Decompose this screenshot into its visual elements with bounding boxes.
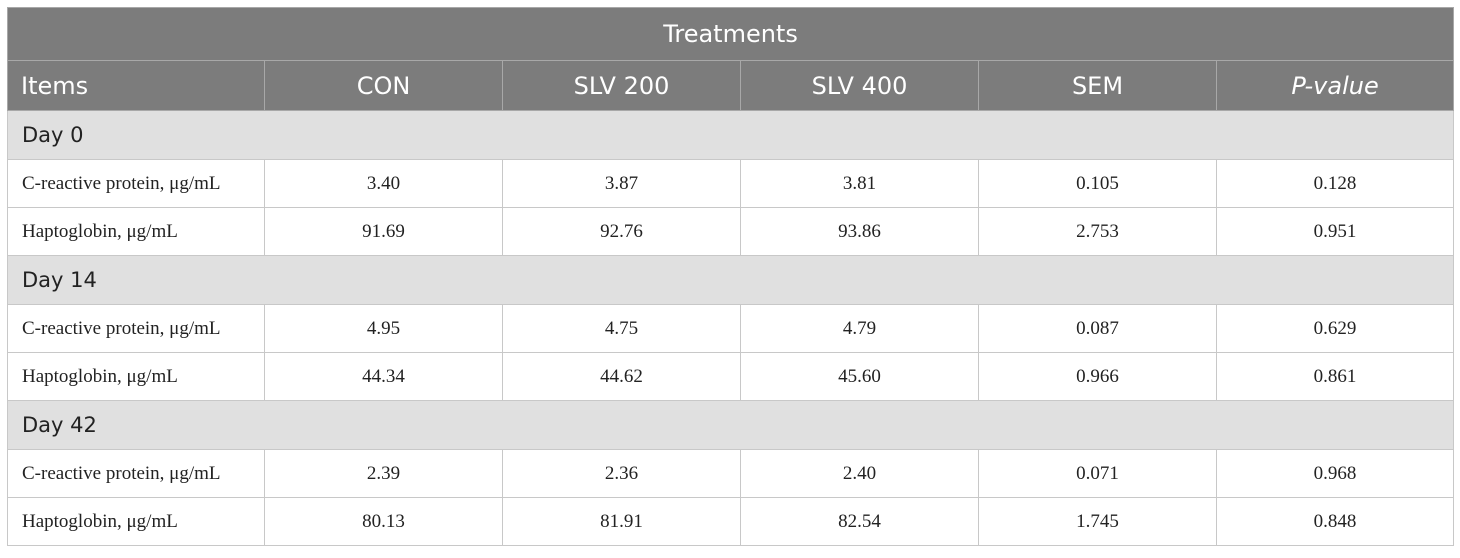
table-row: Haptoglobin, μg/mL 80.13 81.91 82.54 1.7… [7, 497, 1455, 546]
row-item-label: C-reactive protein, μg/mL [7, 159, 265, 208]
cell-slv200: 81.91 [502, 497, 741, 546]
table-row: C-reactive protein, μg/mL 3.40 3.87 3.81… [7, 159, 1455, 208]
cell-slv400: 2.40 [740, 449, 979, 498]
column-header-slv400: SLV 400 [740, 60, 979, 111]
cell-slv200: 3.87 [502, 159, 741, 208]
cell-sem: 0.966 [978, 352, 1217, 401]
cell-slv400: 82.54 [740, 497, 979, 546]
cell-p-value: 0.951 [1215, 207, 1455, 256]
table-row: Haptoglobin, μg/mL 91.69 92.76 93.86 2.7… [7, 207, 1455, 256]
cell-slv200: 44.62 [502, 352, 741, 401]
section-row-day-0: Day 0 [6, 110, 1455, 160]
section-label: Day 14 [6, 255, 1455, 305]
table-row: Haptoglobin, μg/mL 44.34 44.62 45.60 0.9… [7, 352, 1455, 401]
cell-p-value: 0.848 [1215, 497, 1455, 546]
cell-con: 2.39 [264, 449, 503, 498]
section-label: Day 42 [6, 400, 1455, 450]
column-header-row: Items CON SLV 200 SLV 400 SEM P-value [7, 60, 1455, 111]
cell-p-value: 0.968 [1215, 449, 1455, 498]
column-header-p-value: P-value [1215, 60, 1455, 111]
cell-slv400: 45.60 [740, 352, 979, 401]
cell-con: 44.34 [264, 352, 503, 401]
row-item-label: Haptoglobin, μg/mL [7, 497, 265, 546]
section-row-day-14: Day 14 [6, 255, 1455, 305]
cell-p-value: 0.128 [1215, 159, 1455, 208]
column-header-sem: SEM [978, 60, 1217, 111]
column-header-slv200: SLV 200 [502, 60, 741, 111]
row-item-label: C-reactive protein, μg/mL [7, 304, 265, 353]
cell-sem: 0.071 [978, 449, 1217, 498]
row-item-label: Haptoglobin, μg/mL [7, 207, 265, 256]
cell-sem: 0.105 [978, 159, 1217, 208]
section-row-day-42: Day 42 [6, 400, 1455, 450]
results-table: Treatments Items CON SLV 200 SLV 400 SEM… [6, 7, 1455, 546]
group-header-row: Treatments [6, 7, 1455, 61]
cell-slv400: 93.86 [740, 207, 979, 256]
cell-con: 91.69 [264, 207, 503, 256]
cell-sem: 2.753 [978, 207, 1217, 256]
results-table-container: Treatments Items CON SLV 200 SLV 400 SEM… [6, 7, 1455, 546]
cell-p-value: 0.861 [1215, 352, 1455, 401]
row-item-label: C-reactive protein, μg/mL [7, 449, 265, 498]
column-header-items: Items [7, 60, 265, 111]
cell-con: 3.40 [264, 159, 503, 208]
cell-sem: 1.745 [978, 497, 1217, 546]
cell-con: 4.95 [264, 304, 503, 353]
table-row: C-reactive protein, μg/mL 2.39 2.36 2.40… [7, 449, 1455, 498]
cell-sem: 0.087 [978, 304, 1217, 353]
treatments-header: Treatments [6, 7, 1455, 61]
column-header-con: CON [264, 60, 503, 111]
row-item-label: Haptoglobin, μg/mL [7, 352, 265, 401]
cell-p-value: 0.629 [1215, 304, 1455, 353]
cell-con: 80.13 [264, 497, 503, 546]
cell-slv200: 2.36 [502, 449, 741, 498]
cell-slv400: 3.81 [740, 159, 979, 208]
section-label: Day 0 [6, 110, 1455, 160]
cell-slv400: 4.79 [740, 304, 979, 353]
cell-slv200: 4.75 [502, 304, 741, 353]
cell-slv200: 92.76 [502, 207, 741, 256]
table-row: C-reactive protein, μg/mL 4.95 4.75 4.79… [7, 304, 1455, 353]
